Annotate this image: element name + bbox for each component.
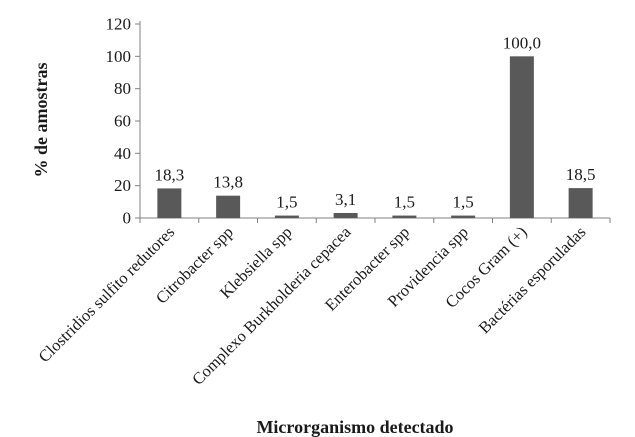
bar (274, 215, 299, 218)
y-tick-label: 80 (114, 79, 131, 98)
bar (568, 188, 593, 218)
category-labels: Clostridios sulfito redutoresCitrobacter… (34, 222, 589, 389)
data-label: 3,1 (335, 190, 356, 209)
data-label: 18,5 (566, 165, 596, 184)
y-tick-label: 100 (106, 47, 132, 66)
bar (509, 56, 534, 219)
bar (451, 215, 476, 218)
y-tick-label: 40 (114, 144, 131, 163)
y-tick-label: 20 (114, 176, 131, 195)
bar (333, 212, 358, 218)
data-label: 1,5 (276, 193, 297, 212)
data-label: 18,3 (155, 165, 185, 184)
y-tick-label: 0 (123, 209, 132, 228)
y-ticks: 0 20 40 60 80 100 120 (106, 15, 140, 228)
y-axis-label: % de amostras (31, 63, 51, 178)
data-label: 1,5 (394, 193, 415, 212)
bars (157, 56, 593, 219)
bar (157, 188, 182, 218)
data-label: 1,5 (453, 193, 474, 212)
category-label: Bactérias esporuladas (475, 222, 590, 337)
y-tick-label: 60 (114, 112, 131, 131)
data-labels: 18,3 13,8 1,5 3,1 1,5 1,5 100,0 18,5 (155, 33, 596, 211)
data-label: 100,0 (503, 33, 541, 52)
y-tick-label: 120 (106, 15, 132, 34)
data-label: 13,8 (213, 173, 243, 192)
x-axis-label: Microrganismo detectado (256, 417, 453, 437)
bar (216, 195, 241, 218)
bar (392, 215, 417, 218)
